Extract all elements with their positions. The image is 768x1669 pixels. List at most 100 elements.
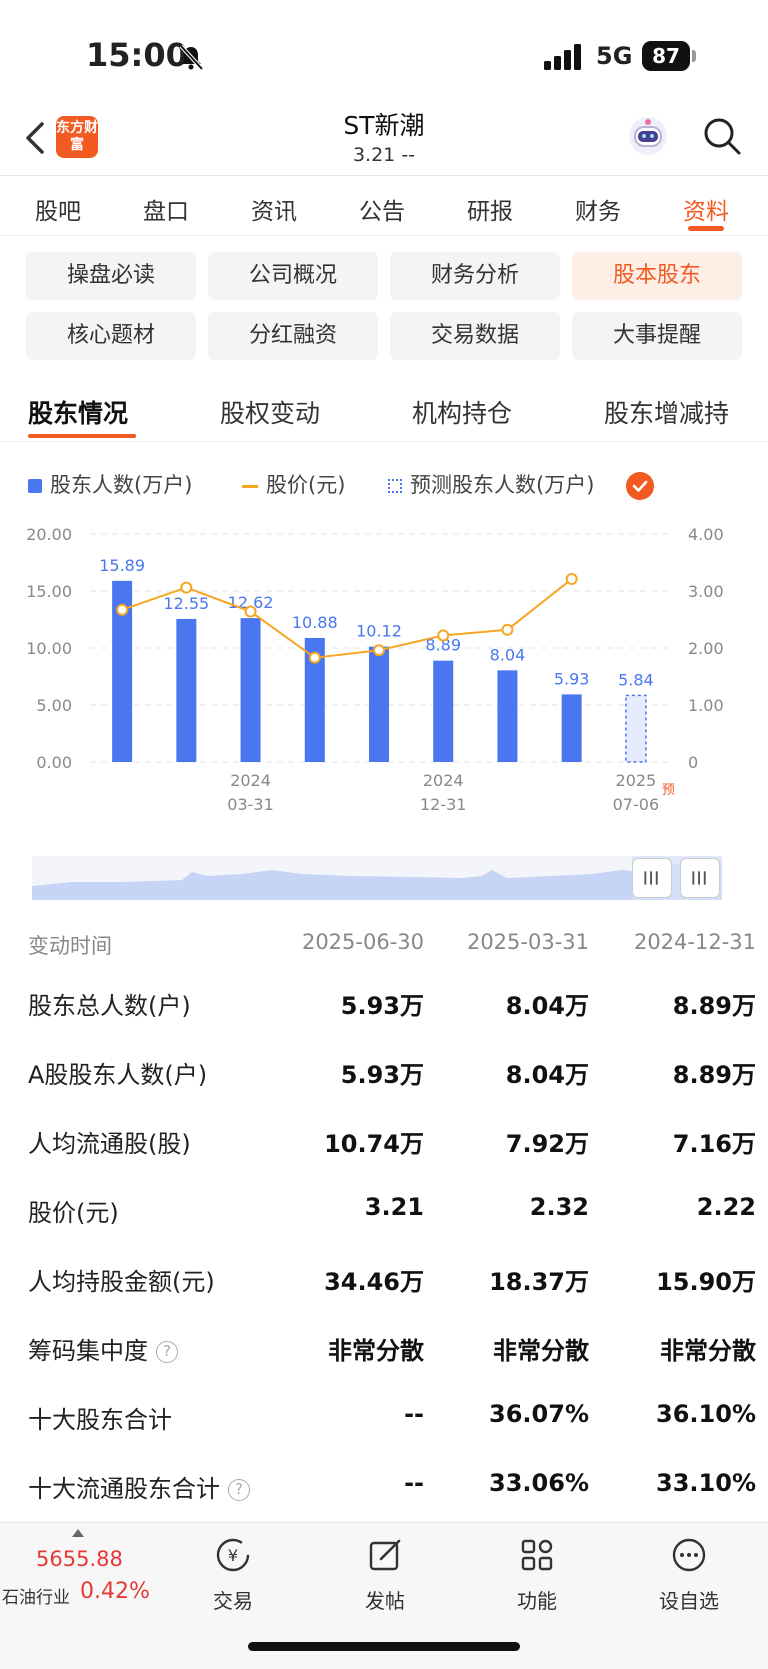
tab-holder-increase-decrease[interactable]: 股东增减持 [604,399,730,428]
app-logo[interactable]: 东方财富 [56,116,98,158]
table-row: 十大流通股东合计? -- 33.06% 33.10% [0,1469,768,1509]
legend-price[interactable]: 股价(元) [242,470,345,500]
price-point [565,573,578,586]
sub-button-events[interactable]: 大事提醒 [572,312,742,360]
holder-bar [240,618,261,762]
active-tab-indicator [688,226,724,231]
drag-handle-icon [692,871,706,885]
section-tabs: 股东情况 股权变动 机构持仓 股东增减持 [0,380,768,442]
stock-price: 3.21 -- [352,144,416,166]
row-label: 股东总人数(户) [28,992,191,1020]
sub-button-financial-analysis[interactable]: 财务分析 [390,252,560,300]
price-line [121,578,573,659]
sub-button-dividends[interactable]: 分红融资 [208,312,378,360]
x-tick-year: 2025 [616,771,657,790]
tab-institution-holdings[interactable]: 机构持仓 [412,399,513,428]
post-button[interactable]: 发帖 [340,1535,430,1614]
stock-header: 东方财富 ST新潮 3.21 -- [0,100,768,176]
row-value: 8.04万 [505,1061,589,1089]
trade-button[interactable]: ¥ 交易 [188,1535,278,1614]
trade-label: 交易 [213,1589,253,1613]
sub-button-shareholders[interactable]: 股本股东 [572,252,742,300]
functions-label: 功能 [517,1589,557,1613]
tab-equity-changes[interactable]: 股权变动 [220,399,321,428]
table-row: 股价(元) 3.21 2.32 2.22 [0,1193,768,1233]
section-tab-indicator [28,434,136,438]
row-value: 36.07% [489,1400,589,1428]
table-header: 变动时间 2025-06-30 2025-03-31 2024-12-31 [0,930,768,960]
row-value: 33.10% [656,1469,756,1497]
legend-forecast[interactable]: 预测股东人数(万户) [388,470,594,500]
range-handle-left[interactable] [632,858,672,898]
row-value: 10.74万 [324,1130,424,1158]
tab-announcements[interactable]: 公告 [359,199,405,225]
y-left-tick-label: 10.00 [26,639,72,658]
x-tick-date: 07-06 [613,795,660,814]
row-value: 2.22 [696,1193,756,1221]
sub-button-core-themes[interactable]: 核心题材 [26,312,196,360]
row-value: 非常分散 [660,1337,756,1365]
tab-research[interactable]: 研报 [467,199,513,225]
bar-data-label: 10.88 [292,613,338,632]
add-watchlist-label: 设自选 [659,1589,719,1613]
sub-button-company-overview[interactable]: 公司概况 [208,252,378,300]
industry-name[interactable]: 石油行业 [2,1588,70,1608]
search-icon[interactable] [702,116,742,156]
tab-pankou[interactable]: 盘口 [143,199,189,225]
price-point [180,581,193,594]
row-label: 股价(元) [28,1199,119,1227]
help-icon[interactable]: ? [228,1479,250,1501]
functions-button[interactable]: 功能 [492,1535,582,1614]
range-handle-right[interactable] [680,858,720,898]
row-value: 15.90万 [656,1268,756,1296]
bar-data-label: 12.55 [163,594,209,613]
drag-handle-icon [644,871,658,885]
price-point [501,623,514,636]
tab-shareholder-status[interactable]: 股东情况 [28,399,129,428]
table-header-col: 2025-06-30 [301,930,424,954]
holder-bar [304,637,325,762]
bar-data-label: 8.04 [490,645,526,664]
tab-news[interactable]: 资讯 [251,199,297,225]
legend-holders[interactable]: 股东人数(万户) [28,470,192,500]
row-label: 人均持股金额(元) [28,1268,215,1296]
y-right-tick-label: 3.00 [688,582,724,601]
caret-up-icon[interactable] [72,1529,84,1537]
sub-button-must-read[interactable]: 操盘必读 [26,252,196,300]
more-icon [672,1538,706,1572]
row-value: 7.92万 [505,1130,589,1158]
bar-data-label: 15.89 [99,556,145,575]
forecast-mark: 预 [662,783,675,798]
chart-legend: 股东人数(万户) 股价(元) 预测股东人数(万户) [28,470,748,502]
y-right-tick-label: 0 [688,753,698,772]
bell-muted-icon [179,44,204,71]
assistant-robot-icon[interactable] [626,114,670,158]
edit-icon [369,1539,401,1571]
forecast-bar [625,694,647,763]
battery-level: 87 [642,41,690,71]
tab-finance[interactable]: 财务 [575,199,621,225]
y-left-tick-label: 0.00 [36,753,72,772]
help-icon[interactable]: ? [156,1341,178,1363]
tab-guba[interactable]: 股吧 [35,199,81,225]
tab-profile[interactable]: 资料 [683,199,729,225]
holder-bar [112,580,133,762]
row-value: 36.10% [656,1400,756,1428]
check-icon[interactable] [626,472,654,500]
table-row: 人均流通股(股) 10.74万 7.92万 7.16万 [0,1124,768,1164]
x-tick-year: 2024 [423,771,464,790]
industry-change[interactable]: 0.42% [80,1579,150,1604]
bar-data-label: 5.93 [554,669,590,688]
holder-bar [176,618,197,762]
row-value: 7.16万 [672,1130,756,1158]
industry-index-value[interactable]: 5655.88 [36,1547,123,1571]
chart-range-navigator[interactable] [32,856,722,900]
back-icon[interactable] [22,118,50,158]
row-value: 非常分散 [328,1337,424,1365]
row-label: A股股东人数(户) [28,1061,208,1089]
add-watchlist-button[interactable]: 设自选 [644,1535,734,1614]
x-tick-date: 12-31 [420,795,467,814]
sub-button-trading-data[interactable]: 交易数据 [390,312,560,360]
shareholder-chart: 0.00 5.00 10.00 15.00 20.00 0 1.00 2.00 3.00 4.00… [0,510,768,850]
row-label: 人均流通股(股) [28,1130,191,1158]
